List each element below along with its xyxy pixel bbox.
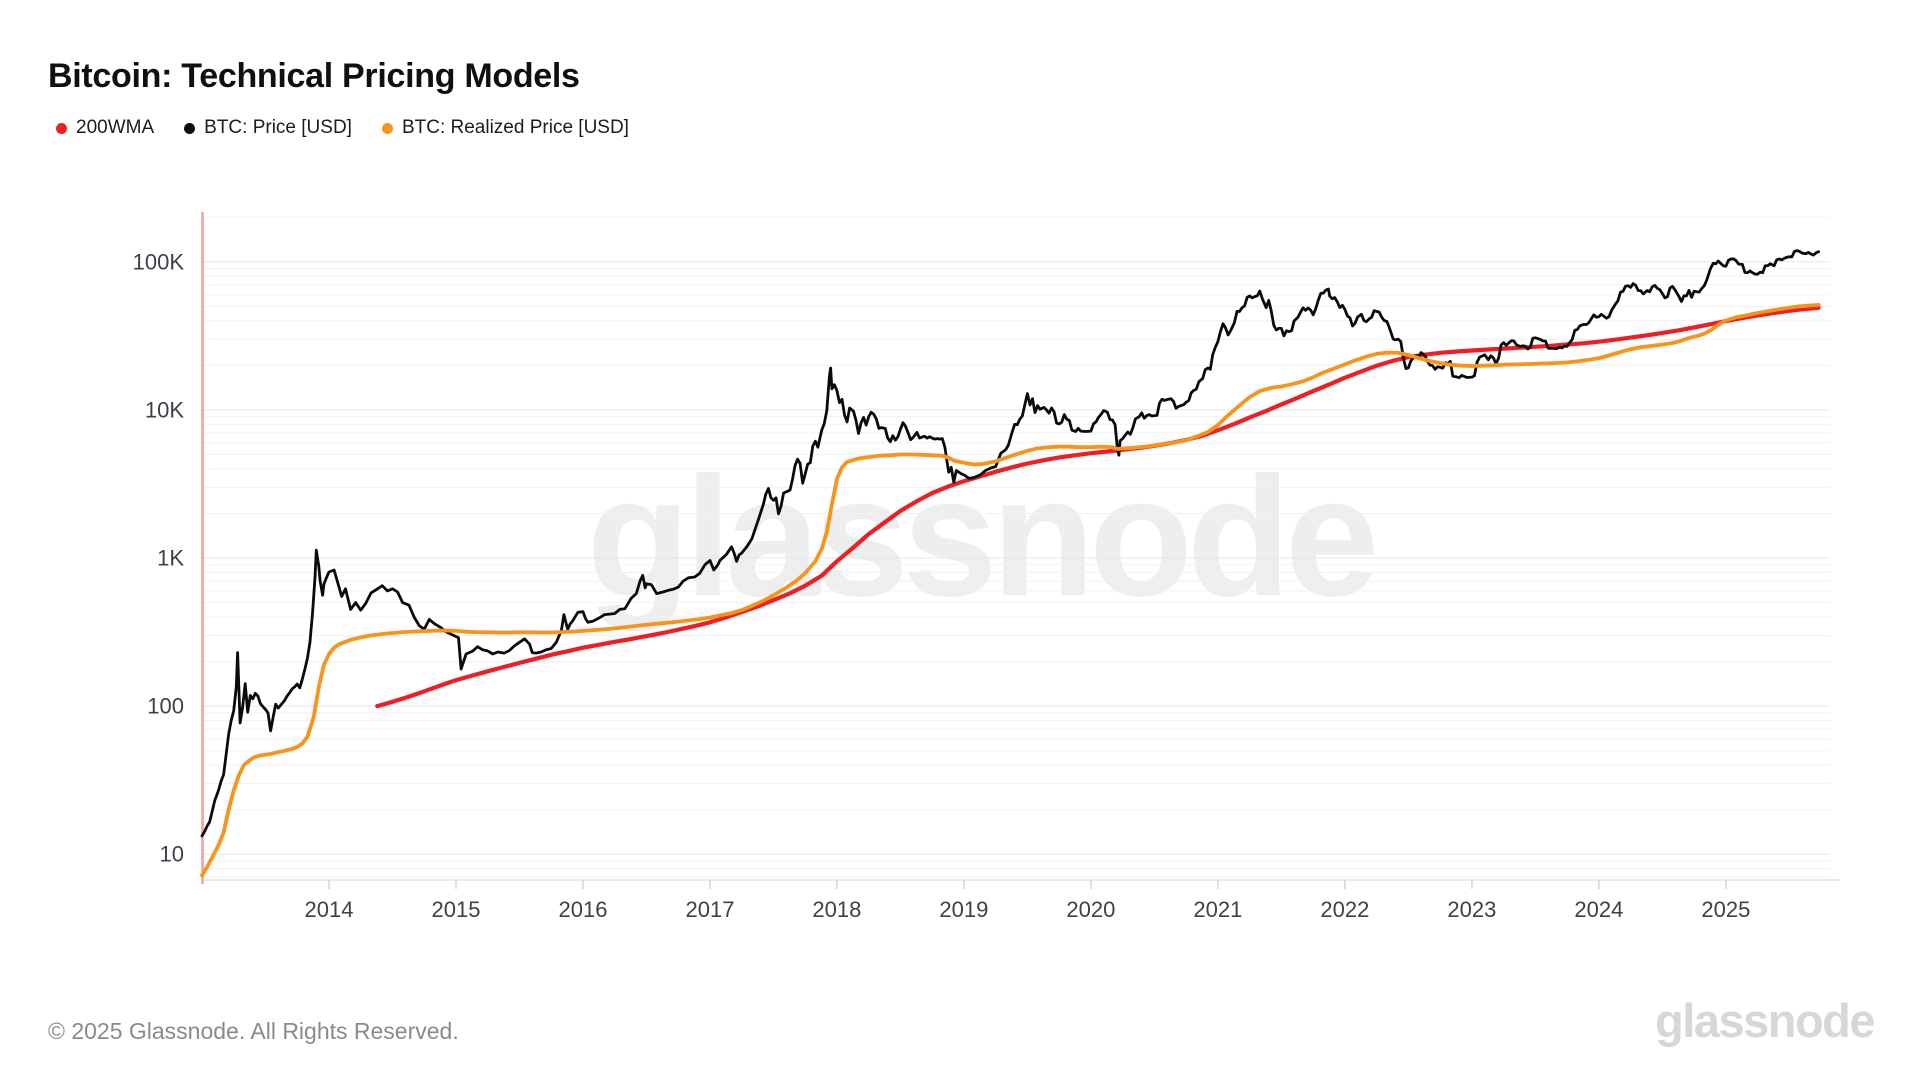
x-axis-tick-label: 2020 [1066, 897, 1115, 922]
legend-dot-icon [381, 122, 393, 134]
x-axis-tick-label: 2022 [1320, 897, 1369, 922]
x-axis-tick-label: 2021 [1193, 897, 1242, 922]
y-axis-tick-label: 10K [145, 397, 184, 422]
legend-item-btc-price-usd[interactable]: BTC: Price [USD] [184, 117, 352, 139]
legend-dot-icon [184, 122, 196, 134]
legend-dot-icon [56, 122, 67, 134]
y-axis-tick-label: 10 [160, 842, 184, 867]
x-axis-tick-label: 2025 [1701, 897, 1750, 922]
y-axis-tick-label: 1K [157, 546, 184, 571]
x-axis-tick-label: 2024 [1574, 897, 1623, 922]
x-axis-tick-label: 2016 [559, 897, 608, 922]
legend-item-label: 200WMA [76, 117, 155, 138]
copyright-text: © 2025 Glassnode. All Rights Reserved. [48, 1018, 459, 1044]
price-chart[interactable]: 100K 10K 1K 100 10 2014 2015 2016 2017 2018 2019 20… [0, 0, 1920, 965]
legend-item-200wma[interactable]: 200WMA [56, 117, 154, 139]
x-axis-tick-label: 2017 [686, 897, 735, 922]
series-200wma[interactable] [375, 305, 1821, 709]
x-axis-tick-label: 2018 [812, 897, 861, 922]
legend-item-label: BTC: Realized Price [USD] [401, 117, 629, 138]
series-btc-price-usd[interactable] [200, 249, 1820, 838]
legend-item-label: BTC: Price [USD] [204, 117, 352, 138]
glassnode-logo: glassnode [1655, 994, 1875, 1047]
x-axis-tick-label: 2015 [432, 897, 481, 922]
x-axis-tick-label: 2014 [305, 897, 354, 922]
y-axis-tick-label: 100 [147, 694, 184, 719]
legend: 200WMA BTC: Price [USD] BTC: Realized Pric… [56, 117, 659, 139]
page-title: Bitcoin: Technical Pricing Models [48, 56, 580, 95]
x-axis-tick-label: 2019 [939, 897, 988, 922]
series-btc-realized-price-usd[interactable] [200, 303, 1821, 878]
x-axis-tick-label: 2023 [1447, 897, 1496, 922]
y-axis-tick-label: 100K [133, 249, 185, 274]
legend-item-btc-realized-price-usd[interactable]: BTC: Realized Price [USD] [381, 117, 629, 139]
